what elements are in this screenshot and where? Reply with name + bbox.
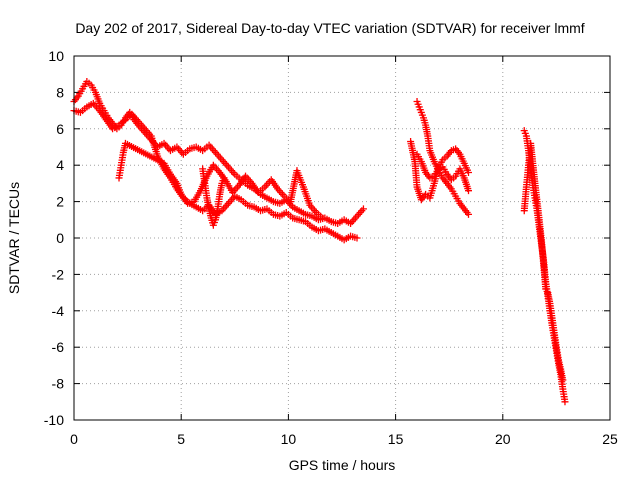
data-point-marker bbox=[464, 168, 472, 176]
y-tick-label: 10 bbox=[48, 48, 64, 64]
y-tick-label: 0 bbox=[56, 230, 64, 246]
data-point-marker bbox=[464, 210, 472, 218]
x-tick-label: 0 bbox=[70, 431, 78, 447]
x-tick-label: 5 bbox=[177, 431, 185, 447]
data-point-marker bbox=[353, 234, 361, 242]
y-tick-label: -2 bbox=[52, 266, 65, 282]
x-axis-ticks: 0 5 10 15 20 25 bbox=[70, 56, 618, 447]
y-tick-label: 4 bbox=[56, 157, 64, 173]
y-tick-label: -4 bbox=[52, 303, 65, 319]
y-tick-label: -6 bbox=[52, 339, 65, 355]
plot-frame bbox=[73, 55, 611, 421]
data-points bbox=[70, 77, 569, 406]
x-axis-label: GPS time / hours bbox=[289, 457, 396, 473]
x-tick-label: 20 bbox=[495, 431, 511, 447]
data-point-marker bbox=[561, 398, 569, 406]
data-point-marker bbox=[464, 187, 472, 195]
chart-title: Day 202 of 2017, Sidereal Day-to-day VTE… bbox=[75, 20, 584, 36]
y-tick-label: -8 bbox=[52, 376, 65, 392]
y-tick-label: 6 bbox=[56, 121, 64, 137]
x-tick-label: 10 bbox=[281, 431, 297, 447]
y-tick-label: 8 bbox=[56, 84, 64, 100]
data-point-marker bbox=[220, 174, 228, 182]
y-axis-label: SDTVAR / TECUs bbox=[6, 182, 22, 294]
y-tick-label: 2 bbox=[56, 194, 64, 210]
y-axis-ticks: -10 -8 -6 -4 -2 0 2 4 6 8 10 bbox=[44, 48, 610, 428]
x-tick-label: 15 bbox=[388, 431, 404, 447]
grid-lines bbox=[74, 56, 610, 420]
data-point-marker bbox=[542, 285, 550, 293]
data-point-marker bbox=[319, 214, 327, 222]
data-point-marker bbox=[559, 376, 567, 384]
data-point-marker bbox=[359, 205, 367, 213]
x-tick-label: 25 bbox=[602, 431, 618, 447]
y-tick-label: -10 bbox=[44, 412, 64, 428]
